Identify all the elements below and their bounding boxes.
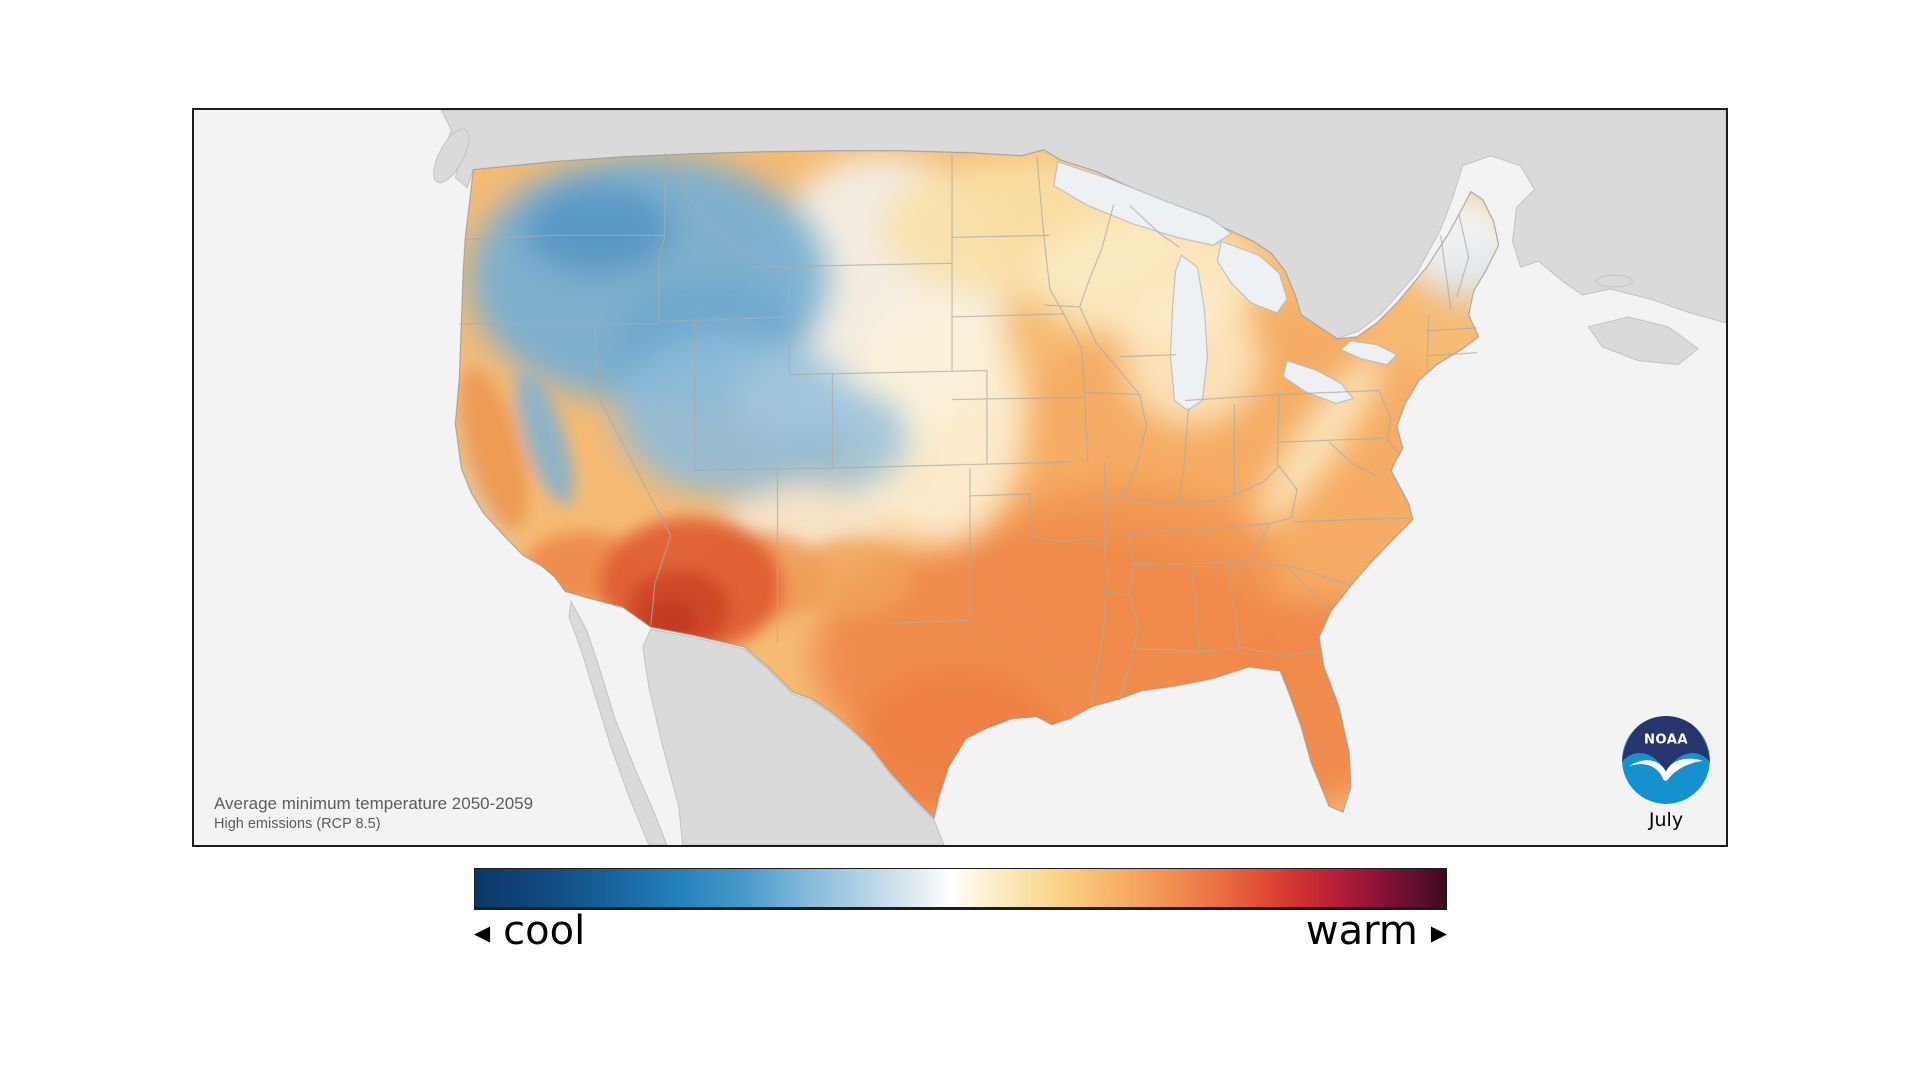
cool-arrow-icon: ◀ xyxy=(474,920,491,945)
caption-line1: Average minimum temperature 2050-2059 xyxy=(214,793,534,813)
vancouver-island xyxy=(433,128,470,184)
cool-label: cool xyxy=(503,908,586,954)
baja-california xyxy=(568,599,668,845)
map-caption: Average minimum temperature 2050-2059 Hi… xyxy=(214,793,533,836)
state-borders xyxy=(459,153,1477,703)
lake-huron xyxy=(1216,240,1288,314)
cool-label-group: ◀ cool xyxy=(474,908,585,954)
noaa-emblem-top xyxy=(1622,716,1710,773)
lake-ontario xyxy=(1340,340,1398,366)
noaa-logo: NOAA xyxy=(1622,716,1710,804)
warm-label-group: warm ▶ xyxy=(1306,908,1447,954)
us-temperature-map xyxy=(194,110,1726,845)
warm-label: warm xyxy=(1305,908,1418,954)
noaa-logo-text: NOAA xyxy=(1644,732,1688,747)
seagull-icon xyxy=(1629,758,1703,781)
neighbor-landmass xyxy=(433,110,1726,845)
month-label: July xyxy=(1648,809,1684,831)
legend-labels: ◀ cool warm ▶ xyxy=(474,908,1447,954)
prince-edward-island xyxy=(1595,274,1633,288)
nova-scotia-landmass xyxy=(1587,316,1699,366)
map-panel: Average minimum temperature 2050-2059 Hi… xyxy=(192,108,1728,847)
lake-superior xyxy=(1053,161,1233,246)
mexico-mainland xyxy=(642,628,945,845)
color-gradient-bar xyxy=(474,868,1447,910)
noaa-logo-block: NOAA July xyxy=(1620,716,1712,831)
caption-line2: High emissions (RCP 8.5) xyxy=(214,816,381,833)
great-lakes xyxy=(1053,161,1398,411)
lake-erie xyxy=(1282,359,1354,404)
warm-arrow-icon: ▶ xyxy=(1430,920,1447,945)
lake-michigan xyxy=(1169,254,1208,411)
